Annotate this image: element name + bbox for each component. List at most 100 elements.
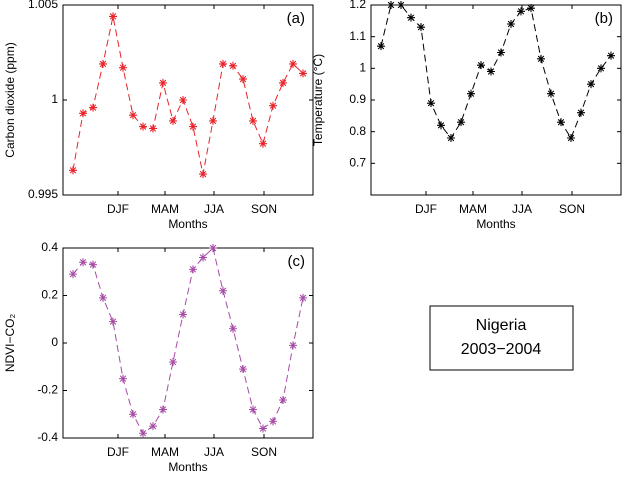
data-point	[269, 417, 277, 426]
x-tick-label: DJF	[107, 445, 129, 459]
y-tick-label: -0.4	[37, 430, 58, 444]
data-point	[269, 101, 277, 110]
data-point	[407, 13, 415, 22]
y-tick-label: 0.2	[41, 288, 58, 302]
data-point	[387, 1, 395, 9]
plot-area	[62, 4, 314, 196]
data-point	[69, 270, 77, 279]
x-tick-label: MAM	[459, 202, 487, 216]
y-axis-label: NDVI−CO₂	[3, 313, 17, 372]
data-point	[527, 4, 535, 13]
data-point	[289, 59, 297, 68]
data-point	[279, 396, 287, 404]
data-point	[517, 7, 525, 16]
data-point	[109, 12, 117, 21]
data-point	[497, 48, 505, 57]
data-point	[239, 75, 247, 84]
data-point	[89, 103, 97, 112]
data-point	[169, 116, 177, 125]
data-point	[299, 69, 307, 78]
data-point	[99, 59, 107, 68]
data-point	[79, 109, 87, 118]
data-point	[547, 89, 555, 98]
info-line: 2003−2004	[461, 341, 542, 358]
data-point	[557, 118, 565, 127]
series-line	[72, 16, 304, 175]
data-point	[487, 67, 495, 76]
x-axis-label: Months	[476, 217, 515, 231]
data-point	[607, 51, 615, 60]
data-point	[209, 116, 217, 125]
data-point	[109, 317, 117, 326]
data-point	[259, 424, 267, 433]
data-point	[99, 293, 107, 302]
data-point	[89, 260, 97, 269]
data-point	[219, 286, 227, 295]
y-tick-label: 0.4	[41, 240, 58, 254]
x-tick-label: DJF	[107, 202, 129, 216]
x-tick-label: JJA	[512, 202, 532, 216]
data-point	[149, 422, 157, 431]
panel-label: (c)	[288, 253, 306, 270]
data-point	[199, 170, 207, 179]
data-point	[397, 1, 405, 9]
data-point	[447, 134, 455, 142]
data-point	[299, 293, 307, 302]
data-point	[169, 358, 177, 366]
data-point	[129, 111, 137, 120]
data-point	[69, 166, 77, 175]
data-point	[249, 405, 257, 414]
data-point	[179, 310, 187, 319]
x-tick-label: SON	[559, 202, 585, 216]
data-point	[79, 258, 87, 267]
y-tick-label: 0.8	[349, 124, 366, 138]
y-tick-label: 0.995	[28, 187, 58, 201]
y-tick-label: 0.7	[349, 156, 366, 170]
data-point	[179, 96, 187, 104]
data-point	[249, 116, 257, 125]
panel-label: (a)	[287, 10, 305, 27]
data-point	[189, 265, 197, 274]
data-point	[199, 253, 207, 262]
y-tick-label: 1.2	[349, 0, 366, 11]
data-point	[427, 99, 435, 108]
data-point	[457, 118, 465, 127]
x-tick-label: SON	[251, 445, 277, 459]
data-point	[159, 405, 167, 414]
data-point	[587, 80, 595, 89]
x-tick-label: JJA	[204, 202, 224, 216]
y-tick-label: 1.1	[349, 29, 366, 43]
data-point	[189, 122, 197, 131]
y-tick-label: 1	[51, 92, 58, 106]
data-point	[259, 139, 267, 148]
data-point	[239, 365, 247, 374]
data-point	[209, 244, 217, 252]
data-point	[149, 124, 157, 133]
x-axis-label: Months	[168, 217, 207, 231]
y-axis-label: Temperature (°C)	[311, 54, 325, 146]
data-point	[507, 20, 515, 28]
info-line: Nigeria	[476, 317, 527, 334]
data-point	[289, 341, 297, 350]
y-tick-label: -0.2	[37, 383, 58, 397]
data-point	[577, 108, 585, 117]
data-point	[567, 134, 575, 142]
x-tick-label: DJF	[415, 202, 437, 216]
data-point	[467, 89, 475, 98]
data-point	[279, 78, 287, 87]
data-point	[417, 23, 425, 32]
y-tick-label: 1	[359, 61, 366, 75]
data-point	[119, 374, 127, 383]
y-axis-label: Carbon dioxide (ppm)	[3, 42, 17, 157]
y-tick-label: 0	[51, 335, 58, 349]
data-point	[537, 54, 545, 63]
x-tick-label: MAM	[151, 202, 179, 216]
plot-area	[370, 4, 622, 196]
data-point	[129, 410, 137, 419]
x-tick-label: JJA	[204, 445, 224, 459]
y-tick-label: 0.9	[349, 92, 366, 106]
plot-area	[62, 247, 314, 439]
data-point	[139, 429, 147, 438]
data-point	[229, 61, 237, 70]
